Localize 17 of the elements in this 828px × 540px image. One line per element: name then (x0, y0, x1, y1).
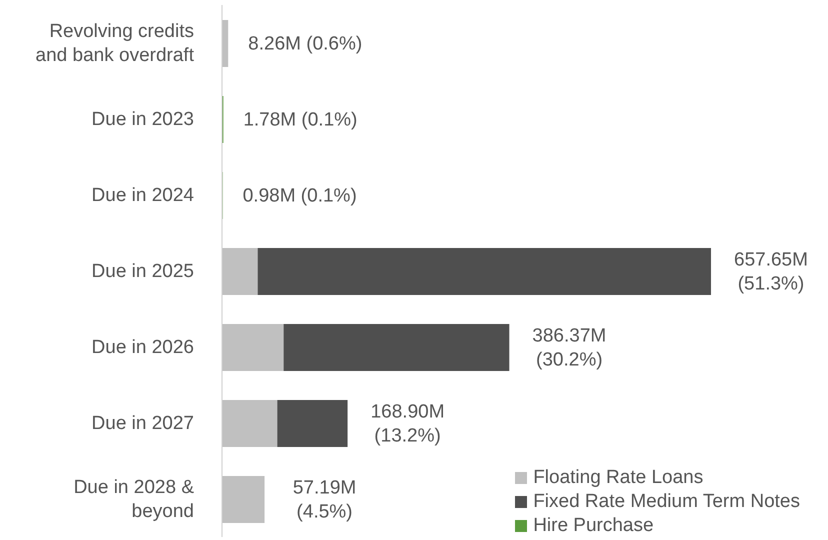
total-label: 57.19M (4.5%) (292, 477, 356, 522)
y-tick-label: Due in 2026 (92, 336, 194, 358)
legend-label: Floating Rate Loans (533, 466, 704, 490)
y-tick-label: Due in 2025 (92, 260, 194, 282)
y-tick-label: Due in 2027 (92, 412, 194, 434)
legend-label: Hire Purchase (533, 514, 654, 538)
total-label: 8.26M (0.6%) (248, 33, 362, 54)
legend-label: Fixed Rate Medium Term Notes (533, 490, 800, 514)
total-label: 1.78M (0.1%) (243, 109, 358, 130)
y-tick-label: Due in 2024 (92, 184, 194, 206)
y-tick-label: Due in 2028 & beyond (74, 476, 194, 522)
total-label: 386.37M (30.2%) (532, 325, 606, 370)
total-label: 168.90M (13.2%) (370, 401, 445, 446)
y-tick-label: Revolving credits and bank overdraft (36, 20, 195, 66)
y-tick-label: Due in 2023 (92, 108, 194, 130)
total-label: 0.98M (0.1%) (242, 185, 357, 206)
total-label: 657.65M (51.3%) (734, 249, 808, 294)
